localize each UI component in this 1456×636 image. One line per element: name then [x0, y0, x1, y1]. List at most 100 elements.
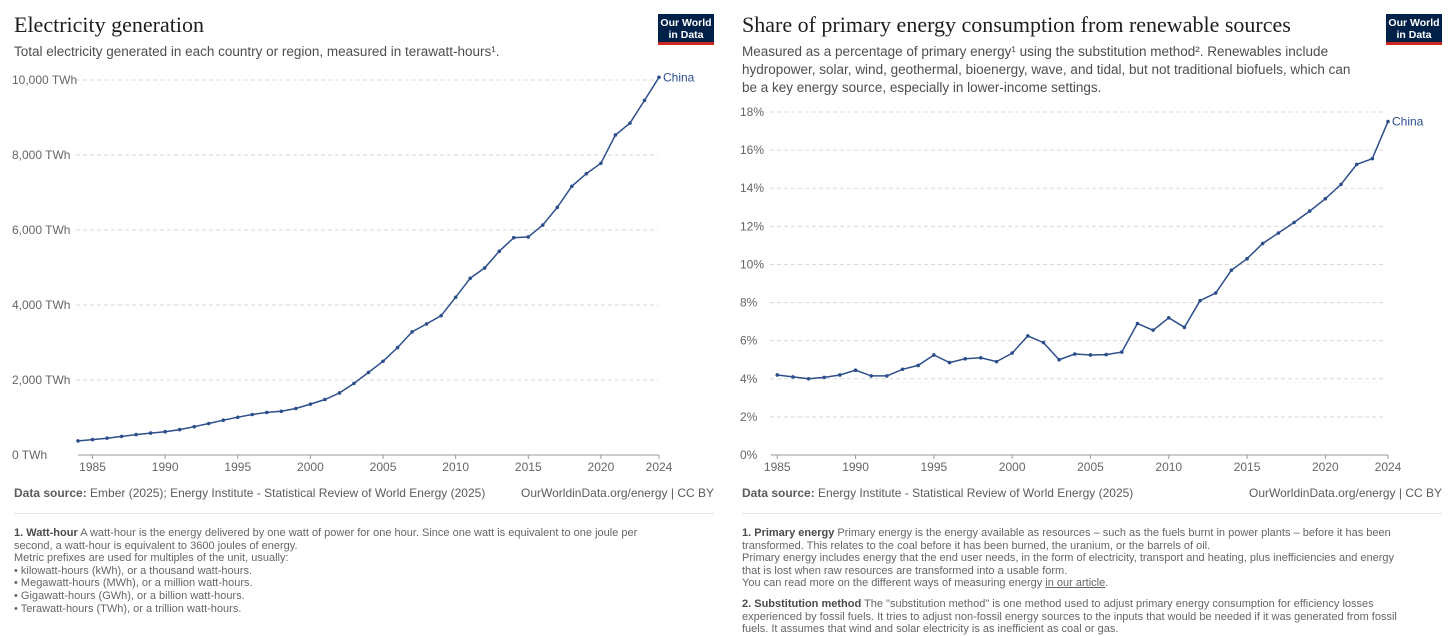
y-tick-label: 0 TWh — [12, 448, 47, 462]
data-point — [1182, 325, 1187, 330]
data-point — [1292, 220, 1296, 225]
source-text: Energy Institute - Statistical Review of… — [818, 486, 1134, 500]
data-point — [584, 171, 589, 176]
data-point — [1260, 241, 1265, 246]
data-point — [453, 295, 458, 300]
data-point — [916, 363, 921, 368]
data-point — [134, 432, 138, 437]
data-point — [1276, 231, 1281, 235]
note-text: You can read more on the different ways … — [742, 577, 1046, 590]
x-tick-label: 2010 — [1155, 460, 1182, 474]
x-tick-label: 2005 — [370, 460, 397, 474]
data-point — [76, 439, 80, 443]
x-tick-label: 1995 — [921, 460, 948, 474]
x-tick-label: 2020 — [1312, 460, 1339, 474]
data-point — [1057, 357, 1061, 362]
data-point — [323, 397, 327, 402]
data-point — [221, 418, 226, 423]
data-point — [90, 437, 95, 442]
y-tick-label: 2,000 TWh — [12, 373, 70, 387]
electricity-line-chart: 0 TWh 2,000 TWh 4,000 TWh 6,000 TWh 8,000 TW… — [12, 70, 695, 474]
x-tick-label: 1985 — [79, 460, 106, 474]
x-tick-label: 2024 — [646, 460, 673, 474]
data-point — [163, 429, 167, 434]
data-point — [526, 235, 531, 239]
data-point — [424, 322, 429, 326]
chart-title: Electricity generation — [14, 12, 204, 37]
data-point — [1073, 352, 1077, 356]
y-tick-label: 4% — [740, 372, 758, 386]
note-bullet: • Megawatt-hours (MWh), or a million wat… — [14, 577, 253, 590]
y-tick-label: 12% — [740, 219, 764, 233]
data-point — [806, 376, 811, 381]
owid-logo[interactable]: Our World in Data — [1386, 14, 1442, 45]
y-tick-label: 6% — [740, 334, 758, 348]
source-label: Data source: — [14, 486, 87, 500]
data-point — [1245, 256, 1249, 261]
note-bullet: • Gigawatt-hours (GWh), or a billion wat… — [14, 589, 245, 602]
credit-link[interactable]: OurWorldinData.org/energy | CC BY — [521, 486, 714, 500]
renewables-share-panel: Share of primary energy consumption from… — [728, 0, 1456, 635]
data-point — [963, 356, 967, 361]
series-label: China — [1392, 115, 1424, 129]
y-tick-label: 2% — [740, 410, 758, 424]
data-point — [853, 368, 858, 373]
credit-link[interactable]: OurWorldinData.org/energy | CC BY — [1249, 486, 1442, 500]
data-point — [599, 161, 603, 166]
data-point — [192, 424, 196, 429]
y-tick-label: 6,000 TWh — [12, 223, 70, 237]
data-point — [337, 391, 342, 395]
data-point — [1370, 156, 1375, 161]
data-point — [294, 406, 298, 411]
y-tick-label: 14% — [740, 181, 764, 195]
data-point — [1307, 209, 1312, 213]
x-tick-label: 1990 — [842, 460, 869, 474]
note-bullet: • Terawatt-hours (TWh), or a trillion wa… — [14, 602, 242, 615]
data-point — [1026, 334, 1030, 338]
data-point — [838, 373, 842, 377]
data-point — [105, 436, 109, 440]
data-point — [1339, 182, 1343, 187]
electricity-generation-panel: Electricity generation Our World in Data… — [0, 0, 728, 630]
owid-logo[interactable]: Our World in Data — [658, 14, 714, 45]
source-label: Data source: — [742, 486, 815, 500]
divider — [14, 513, 714, 514]
data-point — [1104, 352, 1108, 357]
data-point — [900, 367, 905, 372]
data-point — [381, 359, 385, 364]
data-point — [265, 410, 269, 415]
data-point — [511, 235, 516, 240]
y-tick-label: 10% — [740, 257, 764, 271]
data-point — [775, 373, 780, 377]
footnotes: 1. Primary energy Primary energy is the … — [742, 527, 1402, 636]
data-point — [1166, 316, 1171, 320]
data-point — [642, 98, 647, 103]
data-point — [148, 431, 153, 435]
data-point — [628, 121, 632, 125]
data-point — [994, 359, 999, 364]
data-point — [177, 427, 182, 432]
y-tick-label: 16% — [740, 143, 764, 157]
data-point — [1323, 196, 1328, 201]
renewables-line-chart: 0% 2% 4% 6% 8% 10% 12% 14% 16% 18% 1985 1990 1995 200… — [740, 105, 1424, 474]
data-point — [235, 415, 240, 420]
data-point — [1041, 340, 1046, 345]
chart-title: Share of primary energy consumption from… — [742, 12, 1291, 37]
data-point — [932, 353, 936, 357]
data-point — [947, 360, 952, 365]
data-point — [791, 375, 795, 379]
data-point — [410, 330, 414, 334]
data-point — [1354, 162, 1359, 167]
x-tick-label: 1990 — [152, 460, 179, 474]
article-link[interactable]: in our article — [1045, 577, 1106, 590]
data-point — [869, 374, 874, 378]
note-title: 2. Substitution method — [742, 597, 862, 610]
series-label: China — [663, 70, 695, 84]
y-tick-label: 0% — [740, 448, 758, 462]
note-text: Primary energy is the energy available a… — [742, 527, 1391, 552]
data-point — [366, 370, 371, 375]
x-tick-label: 2010 — [442, 460, 469, 474]
data-point — [1135, 321, 1140, 326]
data-source: Data source: Energy Institute - Statisti… — [742, 486, 1133, 500]
x-tick-label: 2000 — [999, 460, 1026, 474]
